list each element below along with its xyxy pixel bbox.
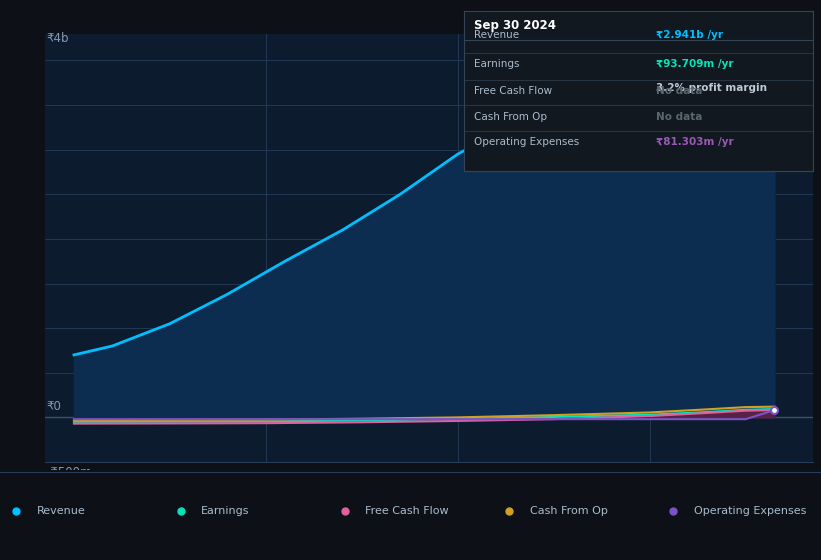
Text: ₹0: ₹0 <box>47 400 62 413</box>
Text: Earnings: Earnings <box>475 59 520 69</box>
Text: Earnings: Earnings <box>201 506 250 516</box>
Text: ₹2.941b /yr: ₹2.941b /yr <box>656 30 722 40</box>
Text: Operating Expenses: Operating Expenses <box>694 506 806 516</box>
Text: 2022: 2022 <box>250 479 282 492</box>
Text: ₹81.303m /yr: ₹81.303m /yr <box>656 137 733 147</box>
Text: Cash From Op: Cash From Op <box>530 506 608 516</box>
Text: 3.2% profit margin: 3.2% profit margin <box>656 83 767 93</box>
Text: No data: No data <box>656 86 702 96</box>
Text: -₹500m: -₹500m <box>47 466 92 479</box>
Text: Operating Expenses: Operating Expenses <box>475 137 580 147</box>
Text: ₹93.709m /yr: ₹93.709m /yr <box>656 59 733 69</box>
Text: 2024: 2024 <box>634 479 666 492</box>
Text: ₹4b: ₹4b <box>47 32 69 45</box>
Text: Cash From Op: Cash From Op <box>475 112 548 122</box>
Text: Sep 30 2024: Sep 30 2024 <box>475 19 557 32</box>
Text: Revenue: Revenue <box>475 30 520 40</box>
Text: 2023: 2023 <box>442 479 474 492</box>
Text: Free Cash Flow: Free Cash Flow <box>475 86 553 96</box>
Text: Revenue: Revenue <box>37 506 85 516</box>
Text: No data: No data <box>656 112 702 122</box>
Text: Free Cash Flow: Free Cash Flow <box>365 506 449 516</box>
